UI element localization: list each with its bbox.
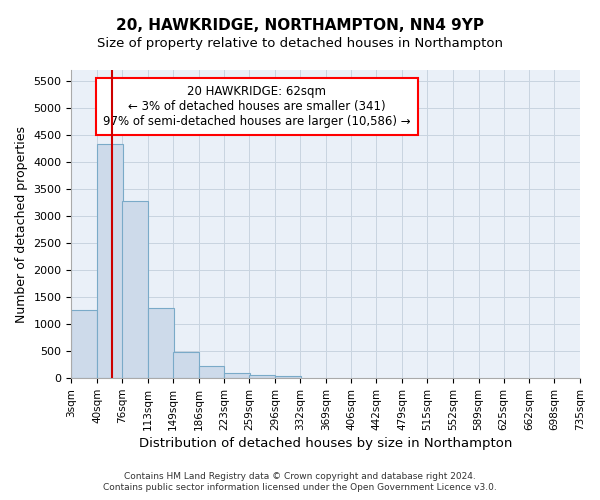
Text: Contains public sector information licensed under the Open Government Licence v3: Contains public sector information licen… <box>103 484 497 492</box>
Bar <box>224 374 250 378</box>
Text: 20, HAWKRIDGE, NORTHAMPTON, NN4 9YP: 20, HAWKRIDGE, NORTHAMPTON, NN4 9YP <box>116 18 484 32</box>
Bar <box>199 366 224 378</box>
Text: Contains HM Land Registry data © Crown copyright and database right 2024.: Contains HM Land Registry data © Crown c… <box>124 472 476 481</box>
Bar <box>122 201 148 378</box>
Text: Size of property relative to detached houses in Northampton: Size of property relative to detached ho… <box>97 38 503 51</box>
Bar <box>249 375 275 378</box>
Text: 20 HAWKRIDGE: 62sqm
← 3% of detached houses are smaller (341)
97% of semi-detach: 20 HAWKRIDGE: 62sqm ← 3% of detached hou… <box>103 85 411 128</box>
Y-axis label: Number of detached properties: Number of detached properties <box>15 126 28 322</box>
X-axis label: Distribution of detached houses by size in Northampton: Distribution of detached houses by size … <box>139 437 512 450</box>
Bar <box>148 308 173 378</box>
Bar <box>71 310 97 378</box>
Bar <box>275 376 301 378</box>
Bar <box>173 352 199 378</box>
Bar <box>97 144 123 378</box>
